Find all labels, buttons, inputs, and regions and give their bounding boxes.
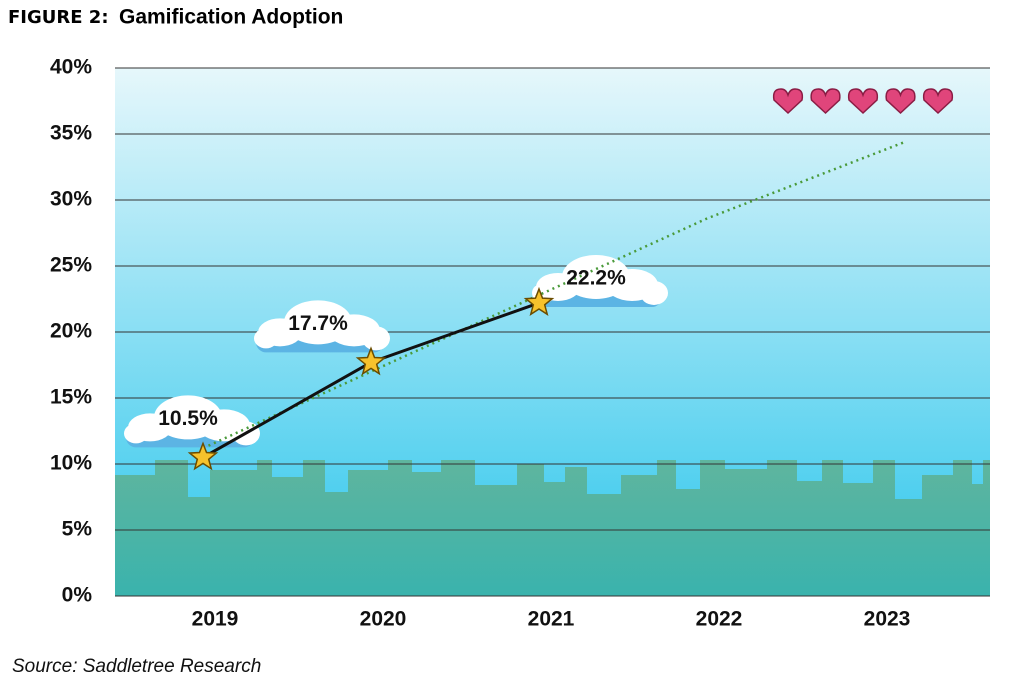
y-tick-label: 35% [50, 122, 92, 145]
heart [847, 88, 879, 115]
cloud [124, 423, 148, 444]
y-tick-label: 15% [50, 386, 92, 409]
data-label: 17.7% [288, 312, 348, 335]
data-label: 10.5% [158, 407, 218, 430]
hearts [772, 88, 954, 115]
point-star [187, 441, 219, 471]
y-tick-label: 20% [50, 320, 92, 343]
x-tick-label: 2021 [528, 608, 575, 631]
y-tick-label: 25% [50, 254, 92, 277]
heart [810, 88, 841, 115]
heart [772, 88, 804, 115]
trend-line [202, 140, 906, 450]
figure-label: FIGURE 2: [8, 7, 109, 28]
x-tick-label: 2022 [696, 608, 743, 631]
point-star [523, 286, 555, 316]
y-tick-label: 0% [62, 584, 93, 607]
cloud [640, 280, 668, 305]
cloud [362, 326, 390, 351]
x-tick-label: 2023 [864, 608, 911, 631]
y-tick-label: 5% [62, 518, 93, 541]
x-tick-label: 2019 [192, 608, 239, 631]
point-star [355, 346, 387, 376]
x-tick-label: 2020 [360, 608, 407, 631]
y-tick-label: 30% [50, 188, 92, 211]
y-tick-label: 40% [50, 56, 92, 79]
y-tick-label: 10% [50, 452, 92, 475]
heart [885, 88, 916, 115]
source: Source: Saddletree Research [12, 656, 261, 677]
cloud [254, 328, 278, 349]
skyline [115, 460, 990, 596]
chart-title: Gamification Adoption [119, 6, 343, 29]
heart [922, 88, 954, 115]
data-label: 22.2% [566, 267, 626, 290]
